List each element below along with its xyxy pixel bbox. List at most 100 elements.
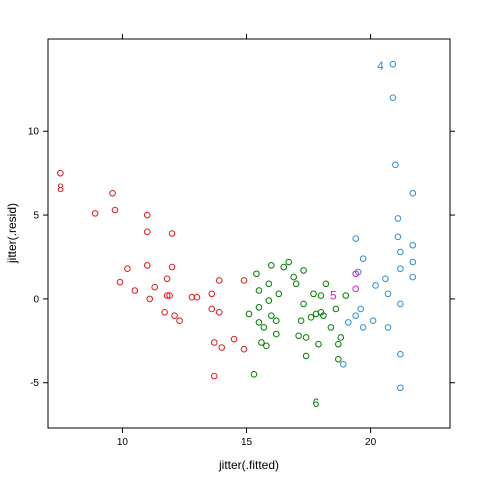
data-point — [255, 303, 263, 311]
x-tick-label: 20 — [365, 437, 377, 448]
y-axis-title: jitter(.resid) — [5, 203, 19, 264]
data-point — [389, 60, 397, 68]
data-point — [384, 290, 392, 298]
data-point — [327, 324, 335, 331]
data-point — [161, 309, 168, 316]
point-label: 4 — [377, 59, 384, 73]
data-point — [272, 317, 280, 324]
data-point — [409, 241, 417, 249]
data-point — [397, 248, 404, 256]
data-point — [265, 297, 273, 304]
data-point — [315, 340, 322, 348]
data-point — [131, 287, 139, 294]
data-point — [352, 312, 360, 319]
data-point — [263, 342, 270, 350]
data-point — [260, 324, 268, 331]
data-point — [163, 292, 171, 299]
data-point — [352, 285, 360, 293]
y-tick-label: 0 — [33, 294, 39, 305]
data-point — [335, 355, 342, 363]
data-point — [143, 262, 151, 269]
data-point — [268, 312, 275, 319]
y-tick-label: 10 — [28, 127, 40, 138]
x-tick-label: 10 — [117, 437, 129, 448]
x-axis-title: jitter(.fitted) — [218, 458, 279, 472]
data-point — [176, 317, 183, 324]
data-point — [215, 309, 223, 316]
data-point — [397, 265, 404, 273]
data-point — [215, 277, 223, 284]
data-point — [320, 312, 327, 319]
data-point — [310, 290, 317, 298]
data-point — [290, 273, 297, 281]
point-label: 6 — [313, 396, 320, 410]
data-point — [57, 169, 64, 177]
data-point — [210, 372, 218, 380]
data-point — [143, 211, 151, 219]
data-point — [397, 384, 404, 392]
data-point — [208, 305, 216, 313]
data-point — [342, 292, 350, 299]
data-point — [166, 292, 173, 299]
data-point — [300, 300, 307, 308]
data-point — [208, 290, 216, 298]
data-point — [295, 332, 302, 340]
data-point — [352, 235, 360, 242]
data-point — [317, 292, 325, 299]
data-point — [382, 275, 389, 283]
data-point — [357, 305, 364, 313]
data-point — [193, 293, 201, 301]
y-tick-label: 5 — [33, 211, 39, 222]
plot-panel — [47, 38, 451, 429]
data-point — [389, 94, 397, 101]
data-point — [384, 324, 392, 331]
data-point — [275, 290, 283, 298]
data-point — [322, 280, 330, 288]
y-tick-label: -5 — [30, 378, 39, 389]
data-point — [218, 344, 226, 351]
data-point — [163, 275, 171, 283]
data-point — [240, 277, 248, 284]
data-point — [359, 324, 367, 331]
data-point — [344, 319, 352, 326]
data-point — [300, 267, 307, 274]
data-point — [359, 255, 367, 262]
data-point — [168, 263, 176, 271]
data-point — [146, 295, 154, 303]
data-point — [292, 280, 300, 288]
axis-ticks: 10 15 20 -5 0 5 10 — [28, 34, 455, 448]
data-point — [335, 340, 342, 348]
data-point — [337, 334, 345, 341]
data-point — [339, 360, 347, 368]
annotations: 8 4 5 6 — [57, 59, 384, 410]
data-point — [253, 270, 260, 278]
data-point — [245, 310, 253, 318]
data-point — [188, 293, 196, 301]
data-point — [332, 305, 340, 313]
data-point — [394, 233, 402, 241]
data-point — [230, 335, 238, 343]
data-point — [285, 258, 293, 266]
data-point — [272, 330, 280, 338]
data-point — [240, 345, 248, 353]
data-point — [280, 263, 288, 271]
data-point — [372, 282, 379, 289]
data-point — [397, 350, 404, 358]
data-point — [392, 161, 399, 169]
data-point — [111, 206, 119, 214]
data-point — [265, 280, 273, 288]
data-point — [210, 339, 218, 346]
data-point — [109, 189, 116, 197]
data-point — [250, 371, 258, 378]
data-point — [302, 352, 310, 360]
data-point — [168, 230, 176, 237]
data-point — [397, 300, 404, 308]
data-point — [302, 334, 310, 341]
x-tick-label: 15 — [241, 437, 253, 448]
data-point — [409, 189, 417, 197]
data-point — [297, 317, 305, 324]
data-points — [57, 60, 417, 392]
data-point — [171, 312, 178, 319]
point-label: 5 — [330, 289, 337, 303]
